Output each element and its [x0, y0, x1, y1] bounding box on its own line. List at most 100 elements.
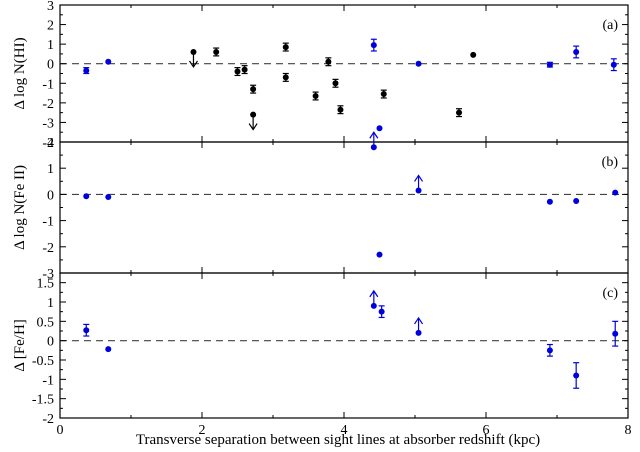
- lower-limit-arrowhead: [369, 131, 379, 139]
- data-marker: [213, 48, 220, 55]
- data-marker: [370, 302, 377, 309]
- y-axis-label: Δ [Fe/H]: [12, 319, 28, 372]
- data-point: [250, 84, 257, 94]
- data-marker: [83, 67, 90, 74]
- y-tick-label: -1.5: [32, 393, 54, 408]
- panel-frame: [59, 141, 629, 274]
- data-marker: [573, 372, 580, 379]
- data-point: [213, 47, 220, 57]
- data-marker: [456, 109, 463, 116]
- data-marker: [337, 106, 344, 113]
- data-point: [83, 323, 90, 337]
- data-point: [610, 58, 617, 72]
- data-marker: [376, 125, 383, 132]
- data-marker: [470, 51, 477, 58]
- y-tick-label: 1: [47, 296, 54, 311]
- data-marker: [105, 346, 112, 353]
- y-tick-label: -2: [42, 97, 54, 112]
- lower-limit-arrowhead: [414, 174, 424, 182]
- data-marker: [376, 251, 383, 258]
- data-marker: [241, 66, 248, 73]
- data-point: [573, 197, 580, 204]
- y-tick-label: 1: [47, 38, 54, 53]
- y-tick-label: 1.5: [37, 277, 55, 292]
- data-point: [105, 194, 112, 201]
- upper-limit-arrowhead: [248, 123, 258, 131]
- data-point: [332, 78, 339, 88]
- y-tick-label: -0.5: [32, 354, 54, 369]
- data-point: [369, 131, 379, 151]
- data-point: [188, 48, 198, 69]
- panel-frame: [59, 4, 629, 143]
- data-marker: [415, 187, 422, 194]
- data-marker: [190, 48, 197, 55]
- y-tick-label: -1: [42, 373, 54, 388]
- y-tick-label: 0: [47, 335, 54, 350]
- data-point: [612, 189, 619, 196]
- y-tick-label: -4: [42, 136, 54, 151]
- panel-c: -2 -1.5 -1 -0.5 0 0.5 1 1.5 0 2 4 6 8 (c) Δ [Fe/H]: [12, 272, 632, 438]
- panel-label: (c): [602, 286, 618, 301]
- data-marker: [105, 194, 112, 201]
- data-marker: [612, 189, 619, 196]
- data-point: [378, 305, 385, 319]
- data-point: [546, 343, 553, 357]
- data-marker: [573, 48, 580, 55]
- lower-limit-arrowhead: [369, 289, 379, 298]
- data-point: [376, 251, 383, 258]
- y-tick-label: -1: [42, 77, 54, 92]
- data-point: [415, 60, 422, 67]
- data-point: [248, 111, 258, 131]
- data-marker: [312, 93, 319, 100]
- data-marker: [83, 327, 90, 334]
- data-point: [337, 105, 344, 115]
- data-point: [573, 45, 580, 59]
- data-point: [546, 61, 553, 68]
- data-marker: [325, 58, 332, 65]
- x-tick-label: 2: [199, 423, 206, 438]
- data-marker: [610, 61, 617, 68]
- data-marker: [370, 144, 377, 151]
- data-point: [414, 174, 424, 194]
- data-marker: [378, 308, 385, 315]
- y-axis-label: Δ log N(Fe II): [12, 165, 28, 250]
- data-point: [380, 89, 387, 99]
- data-marker: [83, 193, 90, 200]
- y-tick-label: -2: [42, 241, 54, 256]
- data-point: [105, 58, 112, 65]
- panel-label: (b): [602, 155, 619, 170]
- data-marker: [282, 44, 289, 51]
- data-point: [312, 91, 319, 101]
- data-marker: [250, 111, 257, 118]
- y-tick-label: 2: [47, 19, 54, 34]
- data-marker: [415, 60, 422, 67]
- data-marker: [546, 347, 553, 354]
- data-point: [414, 316, 424, 336]
- y-tick-label: -2: [42, 412, 54, 427]
- y-tick-label: 2: [47, 136, 54, 151]
- data-point: [234, 67, 241, 77]
- upper-limit-arrowhead: [188, 60, 198, 69]
- data-marker: [573, 197, 580, 204]
- x-tick-label: 8: [625, 423, 632, 438]
- panel-frame: [59, 272, 629, 419]
- y-tick-label: -3: [42, 267, 54, 282]
- data-marker: [612, 330, 619, 337]
- x-tick-label: 0: [57, 423, 64, 438]
- y-tick-label: 0: [47, 188, 54, 203]
- data-point: [456, 108, 463, 118]
- data-point: [370, 38, 377, 52]
- data-marker: [332, 80, 339, 87]
- data-point: [325, 57, 332, 67]
- data-point: [282, 72, 289, 82]
- data-marker: [415, 329, 422, 336]
- data-point: [241, 65, 248, 75]
- data-marker: [105, 58, 112, 65]
- data-point: [83, 193, 90, 200]
- y-tick-label: 3: [47, 0, 54, 14]
- lower-limit-arrowhead: [414, 316, 424, 325]
- x-axis-label: Transverse separation between sight line…: [136, 432, 540, 448]
- panel-b: -3 -2 -1 0 1 2 (b) Δ log N(Fe II): [12, 131, 629, 282]
- data-marker: [546, 61, 553, 68]
- y-tick-label: -1: [42, 215, 54, 230]
